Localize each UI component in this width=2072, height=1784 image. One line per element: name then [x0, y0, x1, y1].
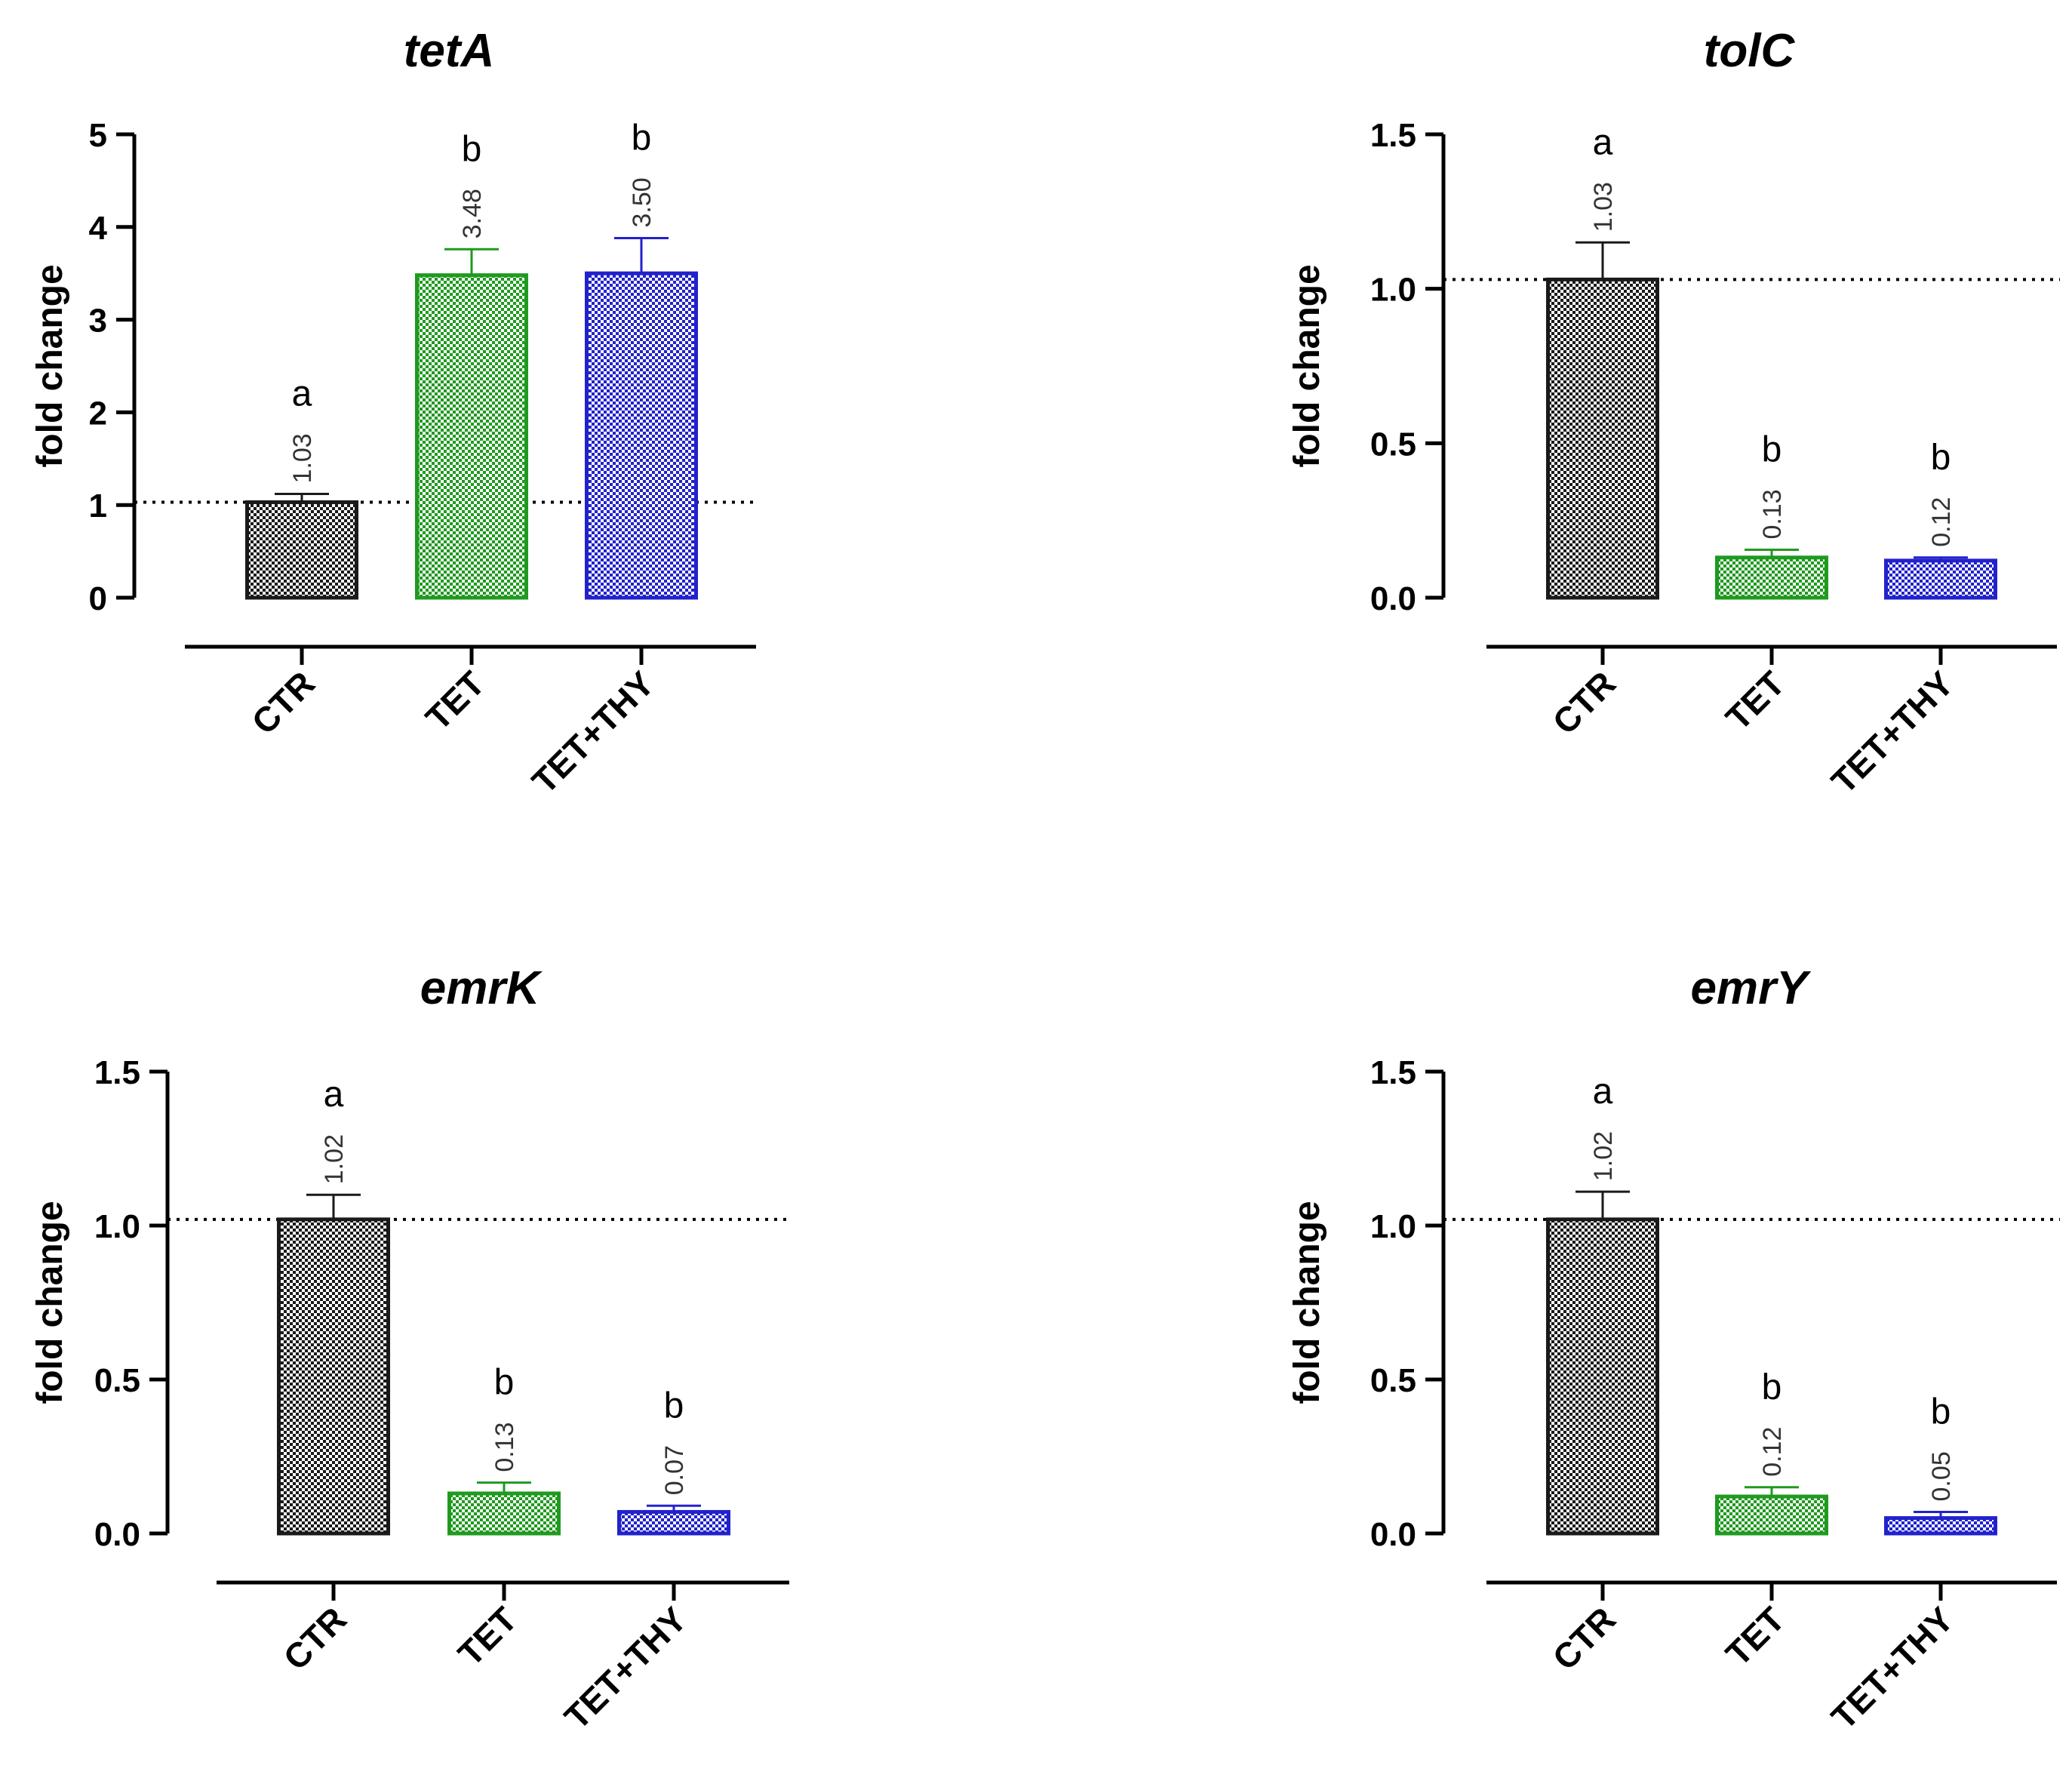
bar-ctr — [1546, 277, 1659, 600]
data-label: 3.48 — [458, 189, 487, 238]
y-tick-label: 0.5 — [94, 1362, 140, 1399]
data-label: 0.05 — [1927, 1451, 1956, 1501]
y-tick-label: 5 — [89, 117, 107, 154]
category-label: CTR — [1545, 1599, 1623, 1678]
bar-tet-thy — [1884, 1516, 1997, 1536]
y-tick-label: 3 — [89, 303, 107, 340]
bar-ctr — [277, 1217, 390, 1536]
data-label: 0.07 — [660, 1445, 689, 1495]
data-label: 1.03 — [288, 433, 317, 483]
y-tick-label: 0.5 — [1370, 1362, 1416, 1399]
category-label: TET+THY — [557, 1599, 694, 1736]
data-label: 0.13 — [1758, 489, 1787, 539]
category-label: TET — [450, 1599, 524, 1673]
chart-title: emrY — [1690, 962, 1812, 1014]
chart-title: tetA — [404, 25, 495, 77]
category-label: TET — [418, 663, 492, 737]
data-label: 1.02 — [320, 1134, 349, 1184]
significance-letter: b — [664, 1386, 684, 1426]
significance-letter: b — [632, 118, 652, 158]
y-axis-label: fold change — [1287, 1201, 1327, 1404]
chart-panel-tetA: tetA 0 1 2 3 4 5 fold change 1.03 a 3.48 b 3.50 b CTR… — [30, 25, 756, 801]
bar-tet — [415, 273, 528, 600]
category-label: TET+THY — [1824, 1599, 1961, 1736]
y-tick-label: 0.5 — [1370, 426, 1416, 463]
significance-letter: b — [1931, 438, 1951, 478]
y-tick-label: 1.5 — [1370, 117, 1416, 154]
category-label: TET — [1718, 1599, 1792, 1673]
significance-letter: a — [292, 374, 312, 414]
category-label: TET+THY — [1824, 663, 1961, 801]
data-label: 1.02 — [1589, 1131, 1618, 1181]
y-tick-label: 1.0 — [94, 1208, 140, 1245]
significance-letter: b — [1762, 1367, 1782, 1407]
y-tick-label: 1 — [89, 488, 107, 524]
bar-ctr — [245, 500, 358, 600]
bar-ctr — [1546, 1217, 1659, 1536]
y-axis-label: fold change — [30, 1201, 70, 1404]
significance-letter: a — [1593, 122, 1613, 162]
data-label: 0.12 — [1758, 1427, 1787, 1477]
bar-tet — [1715, 555, 1828, 600]
significance-letter: a — [1593, 1072, 1613, 1112]
y-tick-label: 0.0 — [1370, 580, 1416, 617]
y-axis-label: fold change — [30, 264, 70, 467]
bar-tet-thy — [585, 271, 698, 600]
y-tick-label: 1.0 — [1370, 1208, 1416, 1245]
category-label: CTR — [275, 1599, 354, 1678]
significance-letter: b — [462, 129, 482, 169]
chart-panel-emrY: emrY 0.0 0.5 1.0 1.5 fold change 1.02 a 0.12 b 0.… — [1287, 962, 2060, 1737]
bar-tet-thy — [1884, 558, 1997, 600]
bar-tet — [1715, 1494, 1828, 1536]
significance-letter: a — [324, 1075, 344, 1115]
bar-tet-thy — [617, 1509, 730, 1536]
category-label: CTR — [244, 663, 322, 742]
chart-panel-tolC: tolC 0.0 0.5 1.0 1.5 fold change 1.03 a 0.13 b 0.… — [1287, 25, 2060, 801]
y-tick-label: 0 — [89, 580, 107, 617]
chart-title: tolC — [1704, 25, 1796, 77]
y-tick-label: 2 — [89, 395, 107, 432]
y-axis-label: fold change — [1287, 264, 1327, 467]
y-tick-label: 4 — [89, 210, 108, 247]
significance-letter: b — [1931, 1392, 1951, 1432]
significance-letter: b — [1762, 430, 1782, 470]
data-label: 3.50 — [628, 177, 656, 227]
y-tick-label: 0.0 — [94, 1516, 140, 1553]
category-label: TET — [1718, 663, 1792, 737]
bar-tet — [447, 1491, 561, 1536]
significance-letter: b — [494, 1363, 515, 1403]
data-label: 0.13 — [490, 1422, 519, 1472]
chart-panel-emrK: emrK 0.0 0.5 1.0 1.5 fold change 1.02 a 0.13 b 0.… — [30, 962, 789, 1737]
y-tick-label: 1.5 — [1370, 1054, 1416, 1091]
y-tick-label: 0.0 — [1370, 1516, 1416, 1553]
data-label: 0.12 — [1927, 497, 1956, 547]
category-label: TET+THY — [524, 663, 662, 801]
data-label: 1.03 — [1589, 182, 1618, 232]
chart-title: emrK — [420, 962, 543, 1014]
y-tick-label: 1.5 — [94, 1054, 140, 1091]
y-tick-label: 1.0 — [1370, 272, 1416, 309]
category-label: CTR — [1545, 663, 1623, 742]
